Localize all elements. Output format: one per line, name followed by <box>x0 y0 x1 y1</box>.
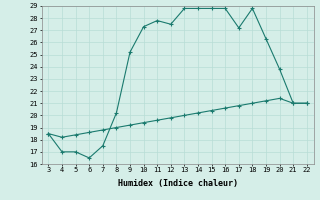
X-axis label: Humidex (Indice chaleur): Humidex (Indice chaleur) <box>118 179 237 188</box>
